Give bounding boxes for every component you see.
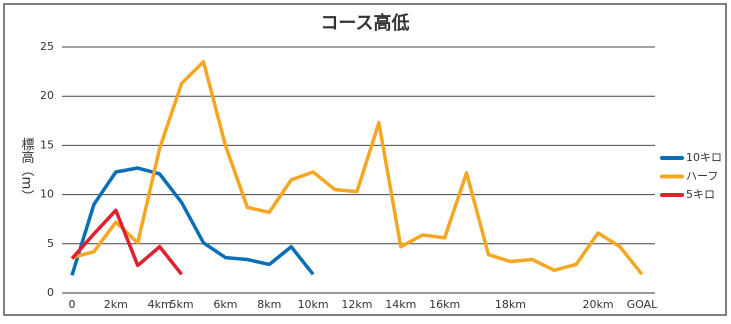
x-tick-label: GOAL: [627, 298, 659, 311]
x-tick-label: 5km: [170, 298, 194, 311]
x-tick-label: 2km: [104, 298, 128, 311]
y-tick-label: 0: [47, 286, 54, 299]
line-series: [70, 166, 315, 276]
y-tick-label: 20: [40, 89, 54, 102]
y-tick-label: 5: [47, 237, 54, 250]
x-tick-label: 0: [69, 298, 76, 311]
chart-title: コース高低: [320, 12, 409, 34]
frame: [3, 3, 727, 316]
x-tick-label: 12km: [341, 298, 372, 311]
legend-label: ハーフ: [686, 170, 718, 183]
x-tick-label: 10km: [298, 298, 329, 311]
line-series: [71, 60, 644, 276]
x-tick-label: 4km: [148, 298, 172, 311]
x-tick-label: 16km: [429, 298, 460, 311]
line-series: [70, 208, 183, 276]
y-tick-label: 10: [40, 188, 54, 201]
y-tick-label: 25: [40, 40, 54, 53]
x-tick-label: 18km: [495, 298, 526, 311]
y-axis-label: 標高（m）: [19, 138, 35, 203]
legend-label: 10キロ: [686, 151, 722, 164]
x-tick-label: 6km: [213, 298, 237, 311]
legend-label: 5キロ: [686, 188, 715, 201]
y-tick-label: 15: [40, 138, 54, 151]
x-tick-label: 14km: [385, 298, 416, 311]
x-tick-label: 20km: [583, 298, 614, 311]
x-tick-label: 8km: [257, 298, 281, 311]
